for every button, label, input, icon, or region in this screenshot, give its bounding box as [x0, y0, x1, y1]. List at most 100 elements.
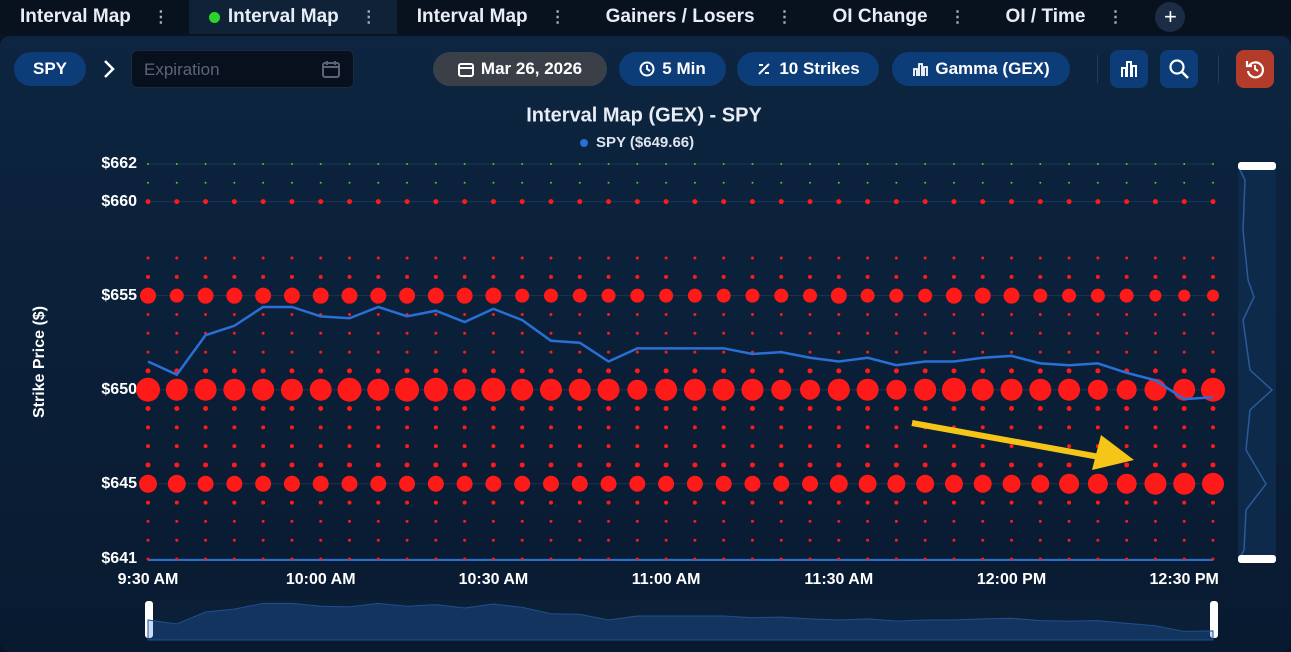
bubble — [808, 331, 812, 335]
bubble — [1181, 406, 1187, 412]
bubble — [578, 557, 582, 561]
bubble — [1087, 379, 1108, 400]
bubble — [664, 519, 668, 523]
tab[interactable]: Interval Map ⋮ — [0, 0, 189, 34]
bubble — [318, 368, 324, 374]
bubble — [837, 256, 841, 260]
navigator-handle[interactable] — [1210, 601, 1218, 638]
bubble — [1212, 181, 1214, 184]
bubble — [1125, 181, 1128, 184]
bubble — [1059, 473, 1080, 494]
bubble — [893, 199, 899, 205]
bubble — [894, 519, 898, 523]
metric-button[interactable]: Gamma (GEX) — [892, 52, 1070, 86]
tab[interactable]: Interval Map ⋮ — [188, 0, 397, 34]
bubble — [578, 331, 582, 335]
bubble — [779, 538, 783, 542]
bubble — [663, 368, 669, 374]
bubble — [607, 312, 611, 316]
tab[interactable]: OI / Time ⋮ — [986, 0, 1144, 34]
bubble — [1009, 425, 1014, 430]
bubble — [865, 462, 871, 468]
bubble — [377, 163, 380, 165]
tab-menu[interactable]: ⋮ — [1107, 9, 1124, 26]
bubble — [232, 519, 236, 523]
date-button[interactable]: Mar 26, 2026 — [433, 52, 607, 86]
tab-menu[interactable]: ⋮ — [949, 9, 966, 26]
tab[interactable]: OI Change ⋮ — [813, 0, 986, 34]
bubble — [751, 181, 754, 184]
bubble — [1125, 538, 1129, 542]
bubble — [887, 474, 906, 493]
bubble — [1096, 181, 1099, 184]
bubble — [722, 538, 726, 542]
tab[interactable]: Gainers / Losers ⋮ — [586, 0, 813, 34]
bubble — [456, 287, 473, 304]
tab-menu[interactable]: ⋮ — [776, 9, 793, 26]
slider-handle[interactable] — [1238, 555, 1276, 563]
bubble — [423, 377, 448, 402]
bubble — [1038, 519, 1042, 523]
tab[interactable]: Interval Map ⋮ — [397, 0, 586, 34]
bubble — [693, 181, 696, 184]
bubble — [1182, 519, 1186, 523]
bubble — [261, 331, 265, 335]
bubble — [1182, 557, 1186, 561]
navigator-handle[interactable] — [145, 601, 153, 638]
bubble — [175, 256, 179, 260]
bubble — [1000, 378, 1023, 401]
bubble — [434, 519, 438, 523]
bubble — [375, 368, 381, 374]
bubble — [318, 425, 323, 430]
bubble — [1039, 181, 1042, 184]
expiration-input[interactable]: Expiration — [131, 50, 354, 88]
interval-button[interactable]: 5 Min — [619, 52, 726, 86]
bubble — [945, 287, 962, 304]
bubble — [463, 557, 467, 561]
bubble — [175, 331, 179, 335]
symbol-button[interactable]: SPY — [14, 52, 86, 86]
tab-label: Interval Map — [20, 6, 131, 27]
annotation-arrow — [911, 420, 1106, 461]
bubble — [1067, 538, 1071, 542]
bubble — [1029, 378, 1052, 401]
bubble — [577, 444, 582, 449]
x-tick-label: 10:30 AM — [459, 571, 529, 588]
side-profile — [1239, 169, 1274, 559]
bubble — [1153, 538, 1157, 542]
bubble — [981, 538, 985, 542]
bubble — [203, 444, 208, 449]
bubble — [376, 331, 380, 335]
bubble — [261, 425, 266, 430]
side-slider[interactable] — [1238, 165, 1276, 560]
tab-menu[interactable]: ⋮ — [152, 9, 169, 26]
bubble — [712, 378, 735, 401]
bubble — [692, 444, 697, 449]
bubble — [951, 406, 957, 412]
chart-type-button[interactable] — [1110, 50, 1148, 88]
tab-label: Interval Map — [416, 6, 528, 27]
bubble — [146, 538, 150, 542]
zoom-button[interactable] — [1160, 50, 1198, 88]
bubble — [1153, 557, 1157, 561]
slider-handle[interactable] — [1238, 162, 1276, 170]
reset-button[interactable] — [1236, 50, 1274, 88]
reset-icon — [1245, 61, 1265, 79]
strikes-button[interactable]: 10 Strikes — [737, 52, 879, 86]
bubble — [893, 462, 899, 468]
add-tab[interactable]: + — [1155, 2, 1186, 32]
bubble — [290, 519, 294, 523]
placeholder: Expiration — [144, 60, 220, 79]
tab-menu[interactable]: ⋮ — [549, 9, 566, 26]
bubble — [1096, 557, 1100, 561]
bubble — [1153, 331, 1157, 335]
bubble — [606, 406, 612, 412]
bubble — [894, 557, 898, 561]
bubble — [290, 312, 294, 316]
bubble — [606, 500, 611, 505]
bubble — [519, 462, 525, 468]
interval: 5 Min — [662, 59, 706, 78]
bubble — [1182, 274, 1187, 279]
tab-menu[interactable]: ⋮ — [360, 9, 377, 26]
bubble — [427, 475, 444, 492]
